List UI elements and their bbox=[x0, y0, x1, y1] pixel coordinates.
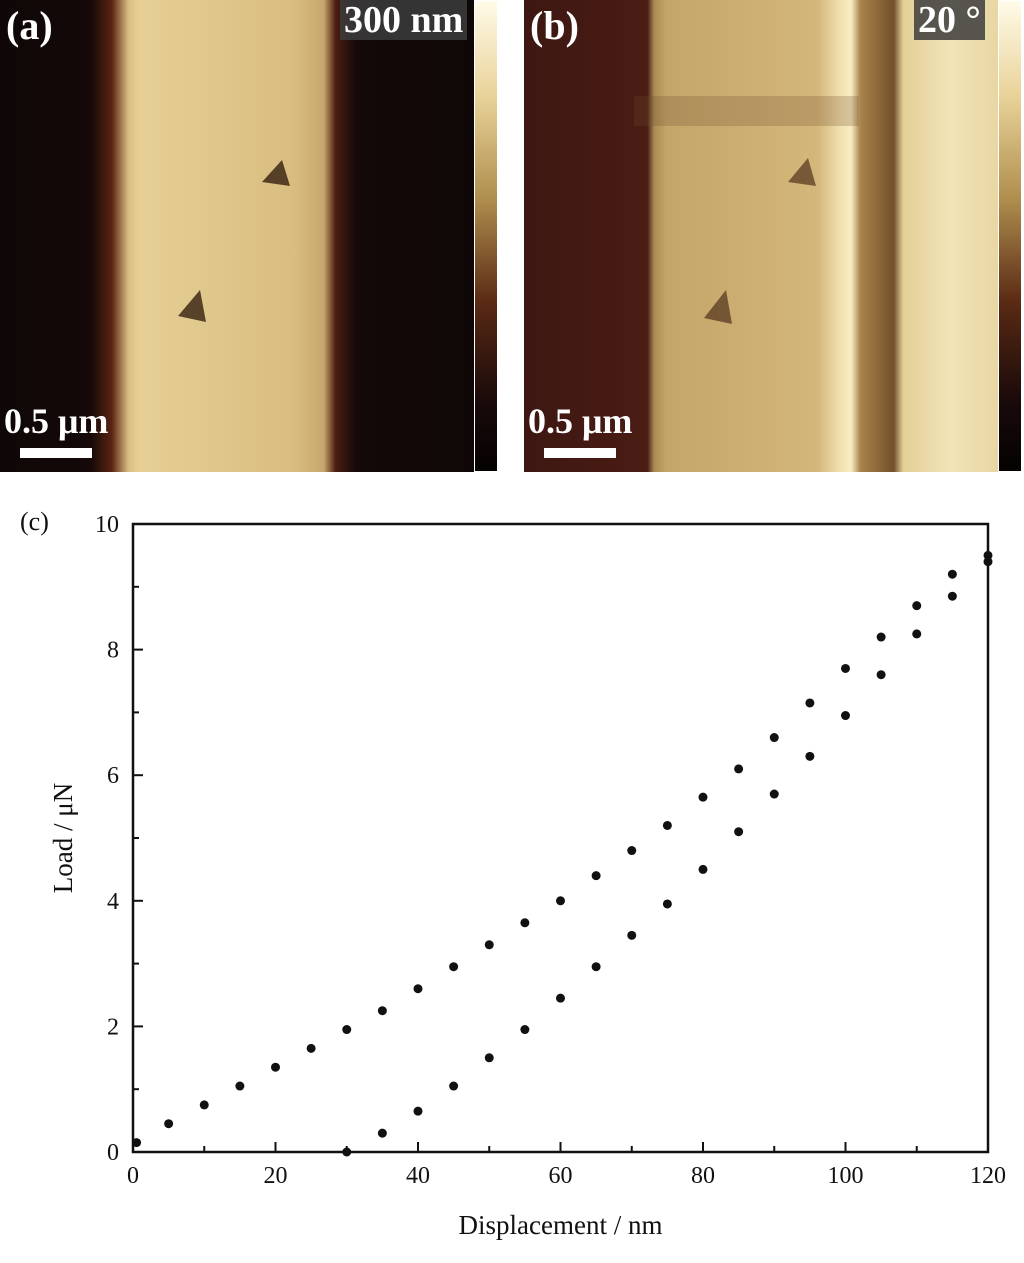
unloading-point bbox=[556, 993, 565, 1003]
y-tick-label: 8 bbox=[107, 638, 119, 664]
loading-point bbox=[805, 698, 815, 708]
loading-point bbox=[734, 764, 744, 774]
x-tick-label: 0 bbox=[127, 1163, 139, 1189]
x-tick-label: 120 bbox=[970, 1163, 1006, 1189]
scale-bar bbox=[20, 448, 92, 458]
y-tick-label: 6 bbox=[107, 763, 119, 789]
loading-point bbox=[271, 1062, 280, 1072]
indent-mark bbox=[262, 160, 290, 186]
indent-mark bbox=[704, 290, 732, 324]
unloading-point bbox=[734, 827, 744, 837]
unloading-point bbox=[520, 1025, 530, 1035]
loading-point bbox=[983, 550, 993, 560]
panel-label-b: (b) bbox=[530, 3, 579, 48]
loading-point bbox=[698, 792, 708, 802]
unloading-point bbox=[342, 1147, 352, 1157]
plot-frame bbox=[131, 522, 990, 1154]
loading-point bbox=[164, 1119, 174, 1129]
scale-bar-label: 0.5 μm bbox=[528, 401, 633, 441]
data-points bbox=[132, 550, 993, 1157]
y-axis-label: Load / μN bbox=[48, 783, 78, 893]
scale-bar-label: 0.5 μm bbox=[4, 401, 109, 441]
loading-point bbox=[306, 1043, 316, 1053]
x-tick-label: 100 bbox=[828, 1163, 864, 1189]
x-tick-label: 60 bbox=[549, 1163, 573, 1189]
x-tick-label: 80 bbox=[691, 1163, 715, 1189]
phase-map bbox=[524, 0, 998, 472]
unloading-point bbox=[769, 789, 779, 799]
loading-point bbox=[484, 940, 494, 950]
loading-point bbox=[556, 896, 565, 906]
unloading-point bbox=[377, 1128, 387, 1138]
unloading-point bbox=[698, 864, 708, 874]
y-tick-label: 4 bbox=[107, 889, 119, 915]
loading-point bbox=[627, 846, 637, 856]
unloading-point bbox=[449, 1081, 459, 1091]
afm-height-image: (a) 300 nm 0.5 μm bbox=[0, 0, 498, 472]
height-map bbox=[0, 0, 476, 472]
unloading-point bbox=[413, 1106, 423, 1116]
unloading-point bbox=[805, 751, 815, 761]
height-range-label: 300 nm bbox=[340, 0, 468, 40]
x-tick-label: 40 bbox=[406, 1163, 430, 1189]
load-displacement-chart: (c) 0 20 40 60 80 100 120 0 2 4 6 8 10 Displacement … bbox=[20, 507, 1006, 1240]
y-tick-label: 2 bbox=[107, 1014, 119, 1040]
panel-label-c: (c) bbox=[20, 507, 49, 536]
axis-ticks: 0 20 40 60 80 100 120 0 2 4 6 8 10 bbox=[95, 512, 1006, 1189]
loading-point bbox=[912, 601, 922, 611]
unloading-point bbox=[983, 557, 993, 567]
indent-mark bbox=[788, 158, 816, 186]
scan-band bbox=[634, 96, 859, 126]
unloading-point bbox=[484, 1053, 494, 1063]
loading-point bbox=[662, 820, 672, 830]
loading-point bbox=[342, 1025, 352, 1035]
loading-point bbox=[132, 1138, 142, 1148]
loading-point bbox=[769, 733, 779, 743]
unloading-point bbox=[876, 670, 886, 680]
loading-point bbox=[947, 569, 957, 579]
unloading-point bbox=[662, 899, 672, 909]
loading-point bbox=[449, 962, 459, 972]
loading-point bbox=[876, 632, 886, 642]
loading-point bbox=[841, 663, 850, 673]
unloading-point bbox=[912, 629, 922, 639]
loading-point bbox=[235, 1081, 245, 1091]
scale-bar bbox=[544, 448, 616, 458]
y-tick-label: 10 bbox=[95, 512, 119, 538]
color-scale-bar bbox=[474, 0, 498, 472]
phase-range-label: 20 ° bbox=[914, 0, 985, 40]
loading-point bbox=[591, 871, 601, 881]
color-scale-bar bbox=[998, 0, 1022, 472]
unloading-point bbox=[627, 930, 637, 940]
x-axis-label: Displacement / nm bbox=[459, 1210, 663, 1240]
x-tick-label: 20 bbox=[264, 1163, 288, 1189]
afm-phase-image: (b) 20 ° 0.5 μm bbox=[524, 0, 1024, 472]
loading-point bbox=[520, 918, 530, 928]
panel-label-a: (a) bbox=[6, 3, 53, 48]
indent-mark bbox=[178, 290, 206, 322]
loading-point bbox=[377, 1006, 387, 1016]
loading-point bbox=[413, 984, 423, 994]
unloading-point bbox=[591, 962, 601, 972]
unloading-point bbox=[947, 591, 957, 601]
loading-point bbox=[199, 1100, 209, 1110]
unloading-point bbox=[841, 711, 850, 721]
y-tick-label: 0 bbox=[107, 1140, 119, 1166]
